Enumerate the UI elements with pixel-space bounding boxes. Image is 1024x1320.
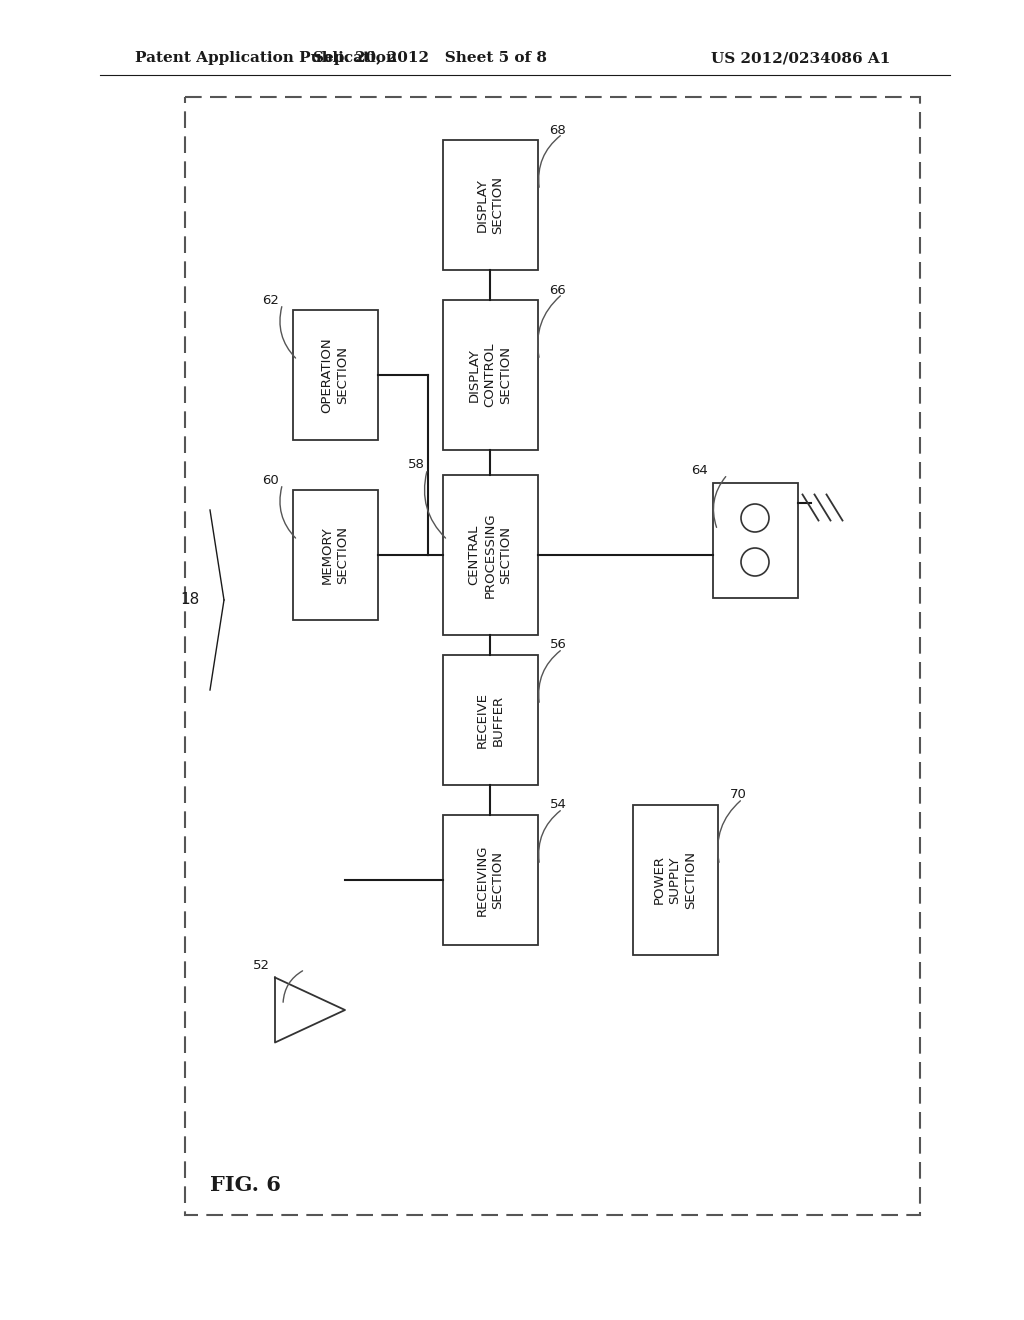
Text: 66: 66 <box>550 284 566 297</box>
Bar <box>633 805 718 954</box>
Text: MEMORY
SECTION: MEMORY SECTION <box>321 525 349 583</box>
Text: 68: 68 <box>550 124 566 136</box>
Text: 54: 54 <box>550 799 566 812</box>
Text: 18: 18 <box>181 593 200 607</box>
Text: FIG. 6: FIG. 6 <box>210 1175 281 1195</box>
Bar <box>713 483 798 598</box>
Bar <box>293 490 378 620</box>
Text: Patent Application Publication: Patent Application Publication <box>135 51 397 65</box>
Bar <box>442 140 538 271</box>
Text: 64: 64 <box>691 465 708 477</box>
Bar <box>442 655 538 785</box>
Bar <box>442 475 538 635</box>
Text: US 2012/0234086 A1: US 2012/0234086 A1 <box>711 51 890 65</box>
Text: POWER
SUPPLY
SECTION: POWER SUPPLY SECTION <box>652 851 697 909</box>
Text: 70: 70 <box>729 788 746 801</box>
Text: 62: 62 <box>262 293 280 306</box>
Bar <box>293 310 378 440</box>
Text: Sep. 20, 2012   Sheet 5 of 8: Sep. 20, 2012 Sheet 5 of 8 <box>313 51 547 65</box>
Text: 58: 58 <box>408 458 424 471</box>
Text: DISPLAY
CONTROL
SECTION: DISPLAY CONTROL SECTION <box>468 343 512 408</box>
Text: DISPLAY
SECTION: DISPLAY SECTION <box>475 176 505 234</box>
Text: 60: 60 <box>262 474 280 487</box>
Bar <box>185 96 920 1214</box>
Text: RECEIVING
SECTION: RECEIVING SECTION <box>475 845 505 916</box>
Text: 56: 56 <box>550 639 566 652</box>
Text: CENTRAL
PROCESSING
SECTION: CENTRAL PROCESSING SECTION <box>468 512 512 598</box>
Bar <box>442 814 538 945</box>
Text: OPERATION
SECTION: OPERATION SECTION <box>321 337 349 413</box>
Text: 52: 52 <box>253 960 270 972</box>
Circle shape <box>741 548 769 576</box>
Circle shape <box>741 504 769 532</box>
Bar <box>442 300 538 450</box>
Text: RECEIVE
BUFFER: RECEIVE BUFFER <box>475 692 505 748</box>
